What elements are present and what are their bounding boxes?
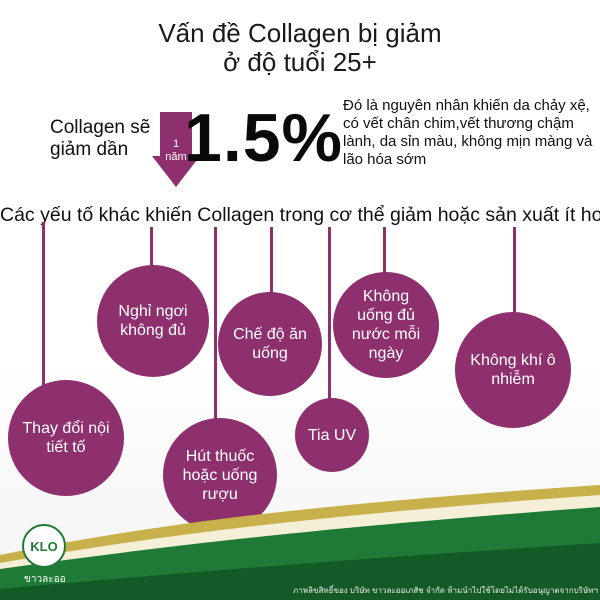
brand-logo-text: KLO (30, 538, 58, 554)
factor-uv-label: Tia UV (307, 426, 357, 444)
factor-air: Không khí ô nhiễm (455, 312, 571, 428)
lead-text-line-1: Collagen sẽ (50, 117, 151, 138)
factor-diet: Chế độ ăn uống (218, 292, 322, 396)
factor-smoking-label: Hút thuốc hoặc uống rượu (182, 447, 258, 503)
factor-water: Không uống đủ nước mỗi ngày (333, 272, 439, 378)
arrow-label: 1 năm (160, 138, 192, 164)
factor-uv: Tia UV (295, 398, 369, 472)
brand-logo: KLO (22, 524, 66, 568)
connector-line (150, 227, 153, 272)
connector-line (513, 227, 516, 319)
factors-heading: Các yếu tố khác khiến Collagen trong cơ … (0, 204, 600, 226)
connector-line (328, 227, 331, 402)
lead-text-line-2: giảm dần (50, 139, 129, 160)
factor-smoking: Hút thuốc hoặc uống rượu (163, 418, 277, 532)
connector-line (270, 227, 273, 299)
connector-line (42, 222, 45, 394)
factor-rest: Nghỉ ngơi không đủ (97, 265, 209, 377)
factor-diet-label: Chế độ ăn uống (233, 326, 307, 362)
footer-wave (0, 485, 600, 600)
description-text: Đó là nguyên nhân khiến da chảy xệ, có v… (343, 97, 593, 168)
arrow-label-number: 1 (172, 138, 180, 150)
brand-name: ขาวละออ (24, 574, 66, 585)
factor-hormone-label: Thay đổi nội tiết tố (22, 420, 110, 456)
percentage-value: 1.5% (184, 100, 343, 176)
factor-water-label: Không uống đủ nước mỗi ngày (351, 288, 421, 362)
down-arrow-icon (152, 112, 200, 187)
connector-line (214, 227, 217, 427)
copyright-notice: ภาพลิขสิทธิ์ของ บริษัท ขาวละออเภสัช จำกั… (293, 586, 598, 595)
factor-hormone: Thay đổi nội tiết tố (8, 380, 124, 496)
page-title-line-2: ở độ tuổi 25+ (223, 47, 377, 77)
page-title-line-1: Vấn đề Collagen bị giảm (158, 18, 442, 48)
arrow-label-unit: năm (165, 151, 187, 163)
lead-text: Collagen sẽ giảm dần (50, 117, 150, 161)
factor-air-label: Không khí ô nhiễm (470, 352, 556, 388)
connector-line (383, 227, 386, 279)
factor-rest-label: Nghỉ ngơi không đủ (118, 303, 188, 339)
